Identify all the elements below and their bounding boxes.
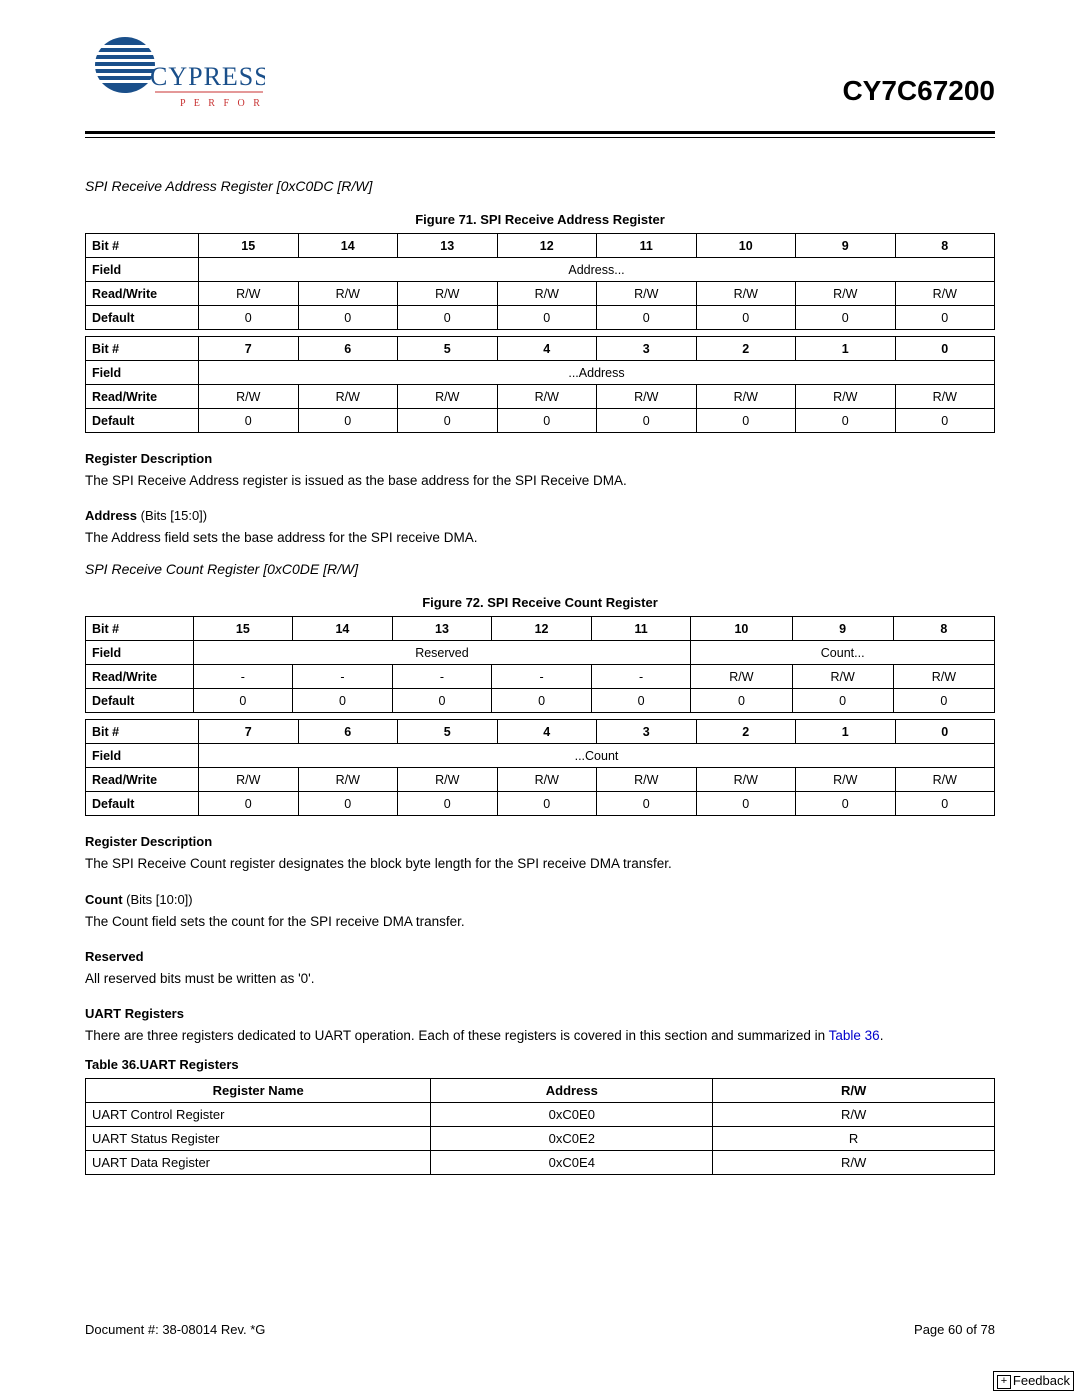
regdesc-head-1: Register Description <box>85 451 995 466</box>
uart-head: UART Registers <box>85 1006 995 1021</box>
figure72-table-low: Bit # 7 6 5 4 3 2 1 0 Field ...Count Rea… <box>85 719 995 816</box>
page-header: CYPRESS P E R F O R M CY7C67200 <box>85 30 995 123</box>
address-head: Address (Bits [15:0]) <box>85 508 995 523</box>
field-reserved: Reserved <box>193 641 691 665</box>
cypress-logo: CYPRESS P E R F O R M <box>85 30 265 123</box>
figure71-caption: Figure 71. SPI Receive Address Register <box>85 212 995 227</box>
regdesc-text-1: The SPI Receive Address register is issu… <box>85 472 995 490</box>
footer-page: Page 60 of 78 <box>914 1322 995 1337</box>
figure71-table-low: Bit # 7 6 5 4 3 2 1 0 Field ...Address R… <box>85 336 995 433</box>
figure71-table-high: Bit # 15 14 13 12 11 10 9 8 Field Addres… <box>85 233 995 330</box>
count-text: The Count field sets the count for the S… <box>85 913 995 931</box>
figure72-caption: Figure 72. SPI Receive Count Register <box>85 595 995 610</box>
logo-brand-text: CYPRESS <box>150 62 265 91</box>
section1-title: SPI Receive Address Register [0xC0DC [R/… <box>85 178 995 194</box>
table36-link[interactable]: Table 36 <box>829 1028 880 1043</box>
table-row: UART Data Register 0xC0E4 R/W <box>86 1151 995 1175</box>
field-value: Address... <box>199 258 995 282</box>
table36-caption: Table 36.UART Registers <box>85 1057 995 1072</box>
footer-doc: Document #: 38-08014 Rev. *G <box>85 1322 265 1337</box>
globe-icon <box>95 37 155 93</box>
plus-icon: + <box>997 1375 1011 1389</box>
row-label-bit: Bit # <box>86 234 199 258</box>
col-regname: Register Name <box>86 1079 431 1103</box>
table-row: UART Control Register 0xC0E0 R/W <box>86 1103 995 1127</box>
table-row: UART Status Register 0xC0E2 R <box>86 1127 995 1151</box>
logo-tagline-text: P E R F O R M <box>180 98 265 109</box>
regdesc-head-2: Register Description <box>85 834 995 849</box>
reserved-head: Reserved <box>85 949 995 964</box>
row-label-field: Field <box>86 258 199 282</box>
col-rw: R/W <box>713 1079 995 1103</box>
regdesc-text-2: The SPI Receive Count register designate… <box>85 855 995 873</box>
row-label-default: Default <box>86 306 199 330</box>
uart-intro: There are three registers dedicated to U… <box>85 1027 995 1045</box>
figure72-table-high: Bit # 15 14 13 12 11 10 9 8 Field Reserv… <box>85 616 995 713</box>
field-count: Count... <box>691 641 995 665</box>
section2-title: SPI Receive Count Register [0xC0DE [R/W] <box>85 561 995 577</box>
row-label-rw: Read/Write <box>86 282 199 306</box>
address-text: The Address field sets the base address … <box>85 529 995 547</box>
col-address: Address <box>431 1079 713 1103</box>
page-footer: Document #: 38-08014 Rev. *G Page 60 of … <box>85 1322 995 1337</box>
header-rule-thick <box>85 131 995 134</box>
part-number: CY7C67200 <box>842 75 995 107</box>
table36: Register Name Address R/W UART Control R… <box>85 1078 995 1175</box>
count-head: Count (Bits [10:0]) <box>85 892 995 907</box>
feedback-button[interactable]: +Feedback <box>993 1371 1074 1391</box>
header-rule-thin <box>85 137 995 138</box>
reserved-text: All reserved bits must be written as '0'… <box>85 970 995 988</box>
